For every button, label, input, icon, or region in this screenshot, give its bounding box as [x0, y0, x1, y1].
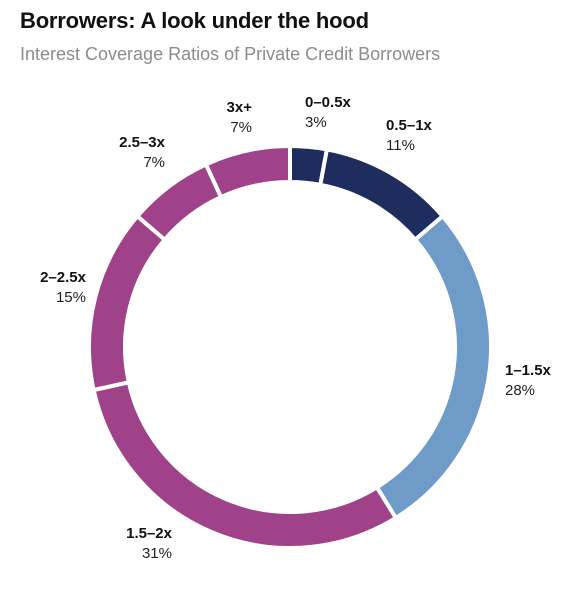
donut-slice-2: [374, 213, 493, 521]
slice-label-4: 2–2.5x 15%: [40, 268, 86, 308]
donut-slice-5: [134, 161, 224, 243]
slice-label-1: 0.5–1x 11%: [386, 116, 432, 156]
slice-value-label: 11%: [386, 137, 415, 154]
slice-category-label: 1–1.5x: [505, 362, 551, 379]
slice-value-label: 7%: [143, 154, 165, 171]
slice-category-label: 0.5–1x: [386, 117, 432, 134]
slice-value-label: 31%: [141, 545, 172, 562]
slice-label-2: 1–1.5x 28%: [505, 361, 551, 401]
slice-label-6: 3x+ 7%: [227, 98, 252, 138]
donut-slice-1: [317, 147, 446, 243]
slice-category-label: 0–0.5x: [305, 94, 351, 111]
slice-value-label: 28%: [505, 382, 536, 399]
slice-category-label: 1.5–2x: [126, 525, 172, 542]
slice-label-0: 0–0.5x 3%: [305, 93, 351, 133]
slice-category-label: 2.5–3x: [119, 134, 165, 151]
donut-slice-4: [87, 213, 168, 393]
slice-value-label: 7%: [230, 119, 252, 136]
chart-title: Borrowers: A look under the hood: [20, 8, 369, 33]
slice-value-label: 3%: [305, 114, 327, 131]
slice-value-label: 15%: [55, 289, 86, 306]
slice-category-label: 3x+: [226, 99, 252, 116]
slice-label-3: 1.5–2x 31%: [126, 524, 172, 564]
donut-slice-6: [203, 143, 292, 200]
chart-subtitle: Interest Coverage Ratios of Private Cred…: [20, 44, 441, 64]
slice-label-5: 2.5–3x 7%: [119, 133, 165, 173]
slice-category-label: 2–2.5x: [40, 269, 86, 286]
